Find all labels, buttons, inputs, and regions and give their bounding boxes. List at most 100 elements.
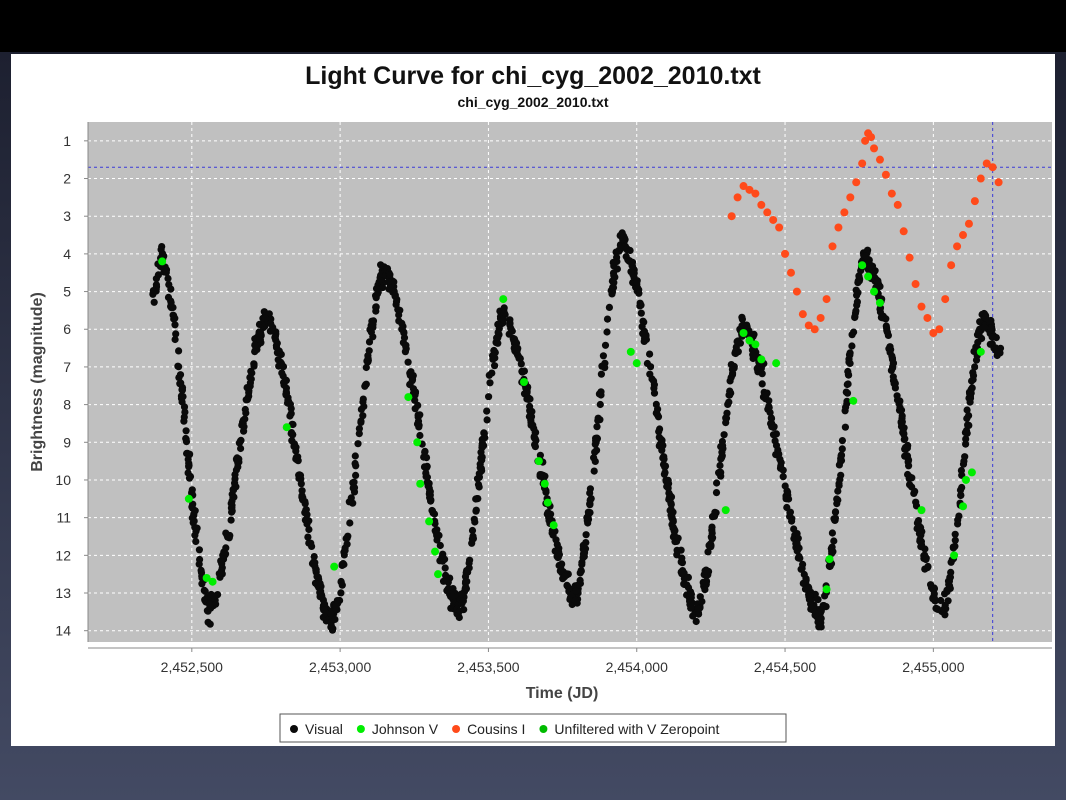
visual-point (398, 325, 406, 333)
visual-point (593, 446, 601, 454)
x-tick-label: 2,452,500 (161, 659, 223, 675)
light-curve-chart: Light Curve for chi_cyg_2002_2010.txt ch… (29, 62, 1052, 743)
visual-point (222, 529, 230, 537)
visual-point (427, 497, 435, 505)
visual-point (169, 303, 177, 312)
visual-point (229, 486, 238, 494)
cousins-i-point (959, 231, 968, 240)
johnson-v-point (543, 498, 552, 507)
visual-point (433, 532, 441, 540)
johnson-v-point (822, 585, 831, 594)
visual-point (962, 440, 970, 448)
visual-point (206, 600, 214, 609)
visual-point (416, 411, 424, 419)
visual-point (582, 531, 590, 539)
visual-point (416, 431, 424, 440)
visual-point (599, 352, 608, 360)
visual-point (601, 364, 609, 372)
cousins-i-point (733, 193, 742, 202)
visual-point (844, 371, 853, 379)
cousins-i-point (757, 200, 766, 209)
visual-point (217, 557, 225, 565)
visual-point (404, 358, 412, 366)
cousins-i-point (988, 163, 997, 172)
visual-point (660, 462, 668, 470)
visual-point (195, 546, 203, 554)
visual-point (261, 314, 269, 322)
visual-point (527, 421, 535, 429)
visual-point (956, 486, 965, 494)
visual-point (650, 389, 659, 397)
johnson-v-point (739, 329, 748, 338)
visual-point (603, 328, 611, 336)
visual-point (613, 265, 622, 273)
visual-point (279, 363, 288, 371)
visual-point (771, 437, 779, 445)
visual-point (337, 577, 345, 586)
visual-point (176, 371, 185, 379)
visual-point (481, 434, 489, 442)
visual-point (245, 388, 253, 397)
visual-point (820, 603, 828, 611)
y-tick-label: 12 (55, 547, 71, 563)
visual-point (425, 479, 433, 487)
visual-point (475, 483, 483, 491)
visual-point (426, 488, 434, 496)
visual-point (814, 596, 822, 604)
visual-point (990, 333, 998, 341)
visual-point (515, 354, 523, 362)
visual-point (584, 508, 593, 516)
visual-point (728, 365, 737, 374)
visual-point (298, 487, 306, 495)
y-tick-label: 9 (63, 434, 71, 450)
cousins-i-point (810, 325, 819, 334)
visual-point (633, 278, 641, 286)
visual-point (980, 323, 989, 331)
visual-point (779, 473, 787, 481)
visual-point (198, 580, 206, 588)
visual-point (758, 370, 766, 378)
y-tick-label: 1 (63, 133, 71, 149)
visual-point (725, 398, 733, 406)
cousins-i-point (798, 310, 807, 319)
visual-point (885, 345, 893, 353)
visual-point (703, 568, 711, 576)
visual-point (727, 374, 735, 382)
y-tick-label: 8 (63, 397, 71, 413)
johnson-v-point (413, 438, 422, 447)
visual-point (506, 319, 514, 327)
johnson-v-point (184, 494, 193, 503)
visual-point (659, 454, 667, 462)
visual-point (190, 517, 198, 525)
visual-point (536, 472, 544, 480)
visual-point (422, 469, 430, 477)
legend: Visual Johnson V Cousins I Unfiltered with … (279, 713, 787, 743)
visual-point (777, 462, 785, 470)
visual-point (485, 393, 493, 401)
visual-point (613, 257, 621, 266)
visual-point (433, 526, 441, 534)
visual-point (782, 493, 790, 501)
chart-subtitle: chi_cyg_2002_2010.txt (458, 94, 609, 110)
visual-point (658, 446, 666, 454)
visual-point (171, 314, 179, 322)
visual-point (398, 319, 406, 327)
cousins-i-point (846, 193, 855, 202)
visual-point (808, 606, 816, 614)
chart-panel: Light Curve for chi_cyg_2002_2010.txt ch… (11, 54, 1055, 746)
johnson-v-point (540, 479, 549, 488)
visual-point (409, 385, 417, 393)
visual-point (705, 541, 713, 549)
visual-point (709, 534, 717, 542)
y-axis-label: Brightness (magnitude) (29, 292, 46, 472)
johnson-v-point (751, 340, 760, 349)
visual-point (670, 526, 679, 534)
cousins-i-point (893, 200, 902, 209)
visual-point (472, 507, 480, 515)
visual-point (477, 454, 485, 462)
visual-point (160, 264, 168, 272)
visual-point (922, 555, 930, 564)
visual-point (912, 502, 921, 510)
cousins-i-point (727, 212, 736, 221)
visual-point (171, 335, 179, 344)
